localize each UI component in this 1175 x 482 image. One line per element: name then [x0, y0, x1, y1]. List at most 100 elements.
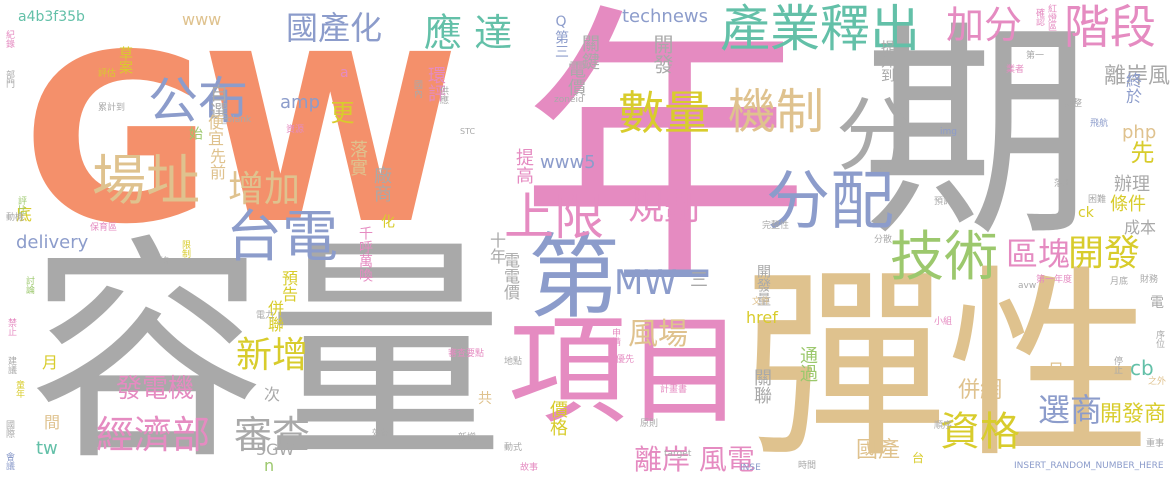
small-word: 供應: [438, 86, 448, 104]
word-nian: 年: [520, 0, 810, 319]
word-tw: tw: [36, 438, 58, 459]
word-n: n: [264, 456, 275, 475]
word-hash: a4b3f35b: [18, 9, 85, 25]
word-xian: 先: [1126, 140, 1154, 164]
small-word: 部門: [4, 70, 14, 88]
word-href: href: [746, 308, 778, 327]
small-word: 討論: [24, 276, 34, 294]
word-zhongyu: 終於: [1123, 72, 1142, 104]
word-shencha: 審查: [234, 413, 311, 457]
small-word: 飛航: [1090, 119, 1109, 129]
word-gw: GW: [22, 5, 458, 275]
small-word: 資源: [286, 125, 305, 135]
word-binglian: 併聯: [265, 300, 284, 332]
word-jishu: 技術: [890, 225, 998, 288]
small-word: 小組: [934, 317, 953, 327]
word-lianfeng: 離岸風: [1104, 64, 1171, 89]
word-avw: avw: [1018, 281, 1037, 291]
word-guochan: 國產: [856, 438, 901, 463]
word-jizhi: 機制: [728, 84, 825, 140]
small-word: 計畫書: [660, 385, 688, 395]
word-rongliang: 容量: [28, 216, 504, 482]
word-a: a: [340, 65, 349, 81]
word-tiaojian: 條件: [1110, 194, 1146, 215]
small-word: 時間: [798, 461, 817, 471]
small-word: 動機: [6, 213, 25, 223]
word-qianhu: 千呼萬喚: [357, 226, 373, 282]
word-ri: 日: [1048, 360, 1065, 379]
word-zige: 資格: [940, 409, 1020, 455]
word-zoneid: zoneid: [554, 95, 584, 105]
small-word: 財務: [1140, 275, 1159, 285]
word-qukuai: 區塊: [1006, 235, 1071, 273]
word-fengchang: 風場: [628, 317, 688, 352]
small-word: 申請: [610, 328, 620, 346]
small-word: 分散: [874, 235, 893, 245]
word-guihua: 規劃: [628, 187, 701, 228]
small-word: 電力: [256, 311, 275, 321]
word-kaifa2: 開發: [650, 34, 674, 74]
word-tigao: 提高: [513, 148, 534, 184]
small-word: 童年: [14, 380, 24, 398]
small-word: 調整: [1064, 99, 1083, 109]
word-www5: www5: [540, 152, 596, 173]
word-inse: INSE: [740, 463, 761, 473]
word-gong: 共: [478, 391, 492, 407]
word-dianjia: 電價: [565, 60, 586, 96]
small-word: 效益: [372, 429, 391, 439]
word-guanlian: 關聯: [751, 368, 772, 404]
small-word: 國際: [4, 420, 14, 438]
word-changshang: 廠商: [371, 166, 392, 202]
word-stc: STC: [460, 127, 476, 136]
word-xuanshang: 選商: [1038, 391, 1103, 429]
word-dianjiage: 電電價: [501, 252, 520, 300]
small-word: 均: [160, 257, 170, 267]
small-word: 完整性: [762, 221, 790, 231]
word-kaifaliang: 開發量: [755, 264, 771, 306]
small-word: 重事: [1146, 439, 1165, 449]
word-dian: 電: [1150, 295, 1164, 311]
small-word: 原則: [640, 419, 659, 429]
small-word: 優先: [616, 355, 635, 365]
word-delivery: delivery: [16, 232, 89, 253]
small-word: 落地: [1054, 179, 1073, 189]
small-word: 確認: [1034, 8, 1044, 26]
word-kaifashang: 開發商: [1100, 402, 1167, 427]
word-huanping: 環評: [425, 66, 446, 102]
word-jiafen: 加分: [946, 3, 1023, 47]
word-img: img: [940, 127, 957, 137]
word-zengjia: 增加: [228, 169, 301, 210]
word-ck: ck: [1078, 205, 1094, 221]
small-word: 故事: [520, 463, 539, 473]
word-jiage: 價格: [547, 400, 568, 436]
small-word: 文件: [752, 297, 771, 307]
word-pianyi: 便宜: [205, 114, 224, 146]
word-ci: 次: [261, 386, 280, 402]
word-luoshi: 落實: [347, 140, 368, 176]
word-lianan: 離岸 風電: [634, 443, 755, 476]
word-5gw: 5GW: [256, 440, 295, 459]
small-word: 順序: [934, 421, 953, 431]
word-tanxing: 彈性: [743, 249, 1151, 482]
word-di2: 底: [13, 206, 32, 222]
small-word: 紀錄: [4, 30, 14, 48]
word-tai: 台: [912, 451, 925, 465]
word-xiangmu: 項目: [508, 302, 745, 440]
word-chanye: 產業釋出: [720, 0, 920, 58]
word-jian: 間: [41, 414, 60, 430]
word-q3: Q第三: [553, 14, 569, 58]
small-word: 禁止: [6, 318, 16, 336]
small-word: 紅燈區: [1046, 4, 1056, 31]
small-word: 業者: [1006, 65, 1025, 75]
small-word: 困難: [1088, 195, 1107, 205]
word-guochanhua: 國產化: [286, 9, 383, 47]
word-chengben: 成本: [1124, 218, 1157, 237]
word-jieduan: 階段: [1064, 0, 1156, 54]
small-word: 保育區: [90, 223, 118, 233]
word-shuliang: 數量: [618, 86, 710, 140]
word-yugao: 預告: [279, 270, 298, 302]
small-word: 評比: [16, 196, 26, 214]
word-shi: 始: [187, 126, 203, 140]
word-technews: technews: [622, 6, 709, 27]
